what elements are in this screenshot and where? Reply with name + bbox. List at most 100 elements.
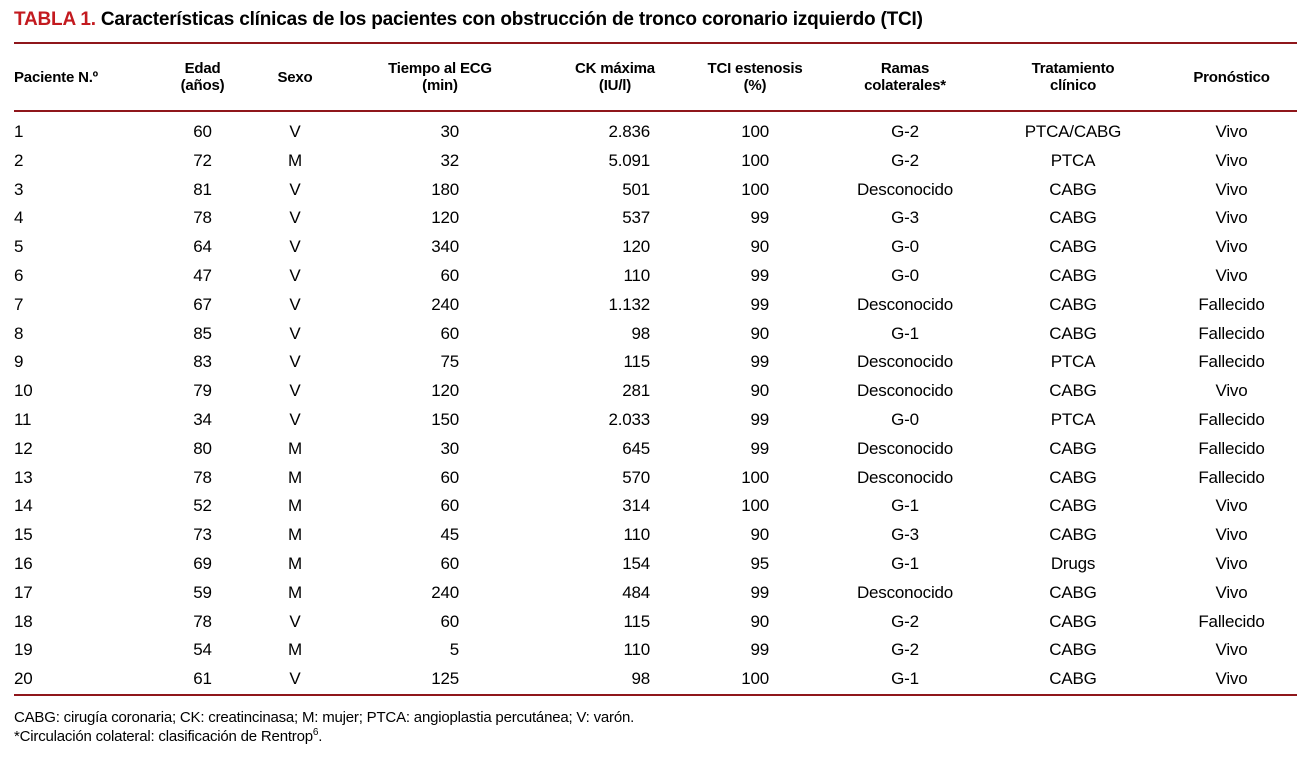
cell-ck-maxima: 110 [550, 636, 680, 665]
cell-tratamiento: CABG [1049, 323, 1097, 343]
cell-tiempo-ecg-value: 60 [440, 496, 459, 516]
cell-sexo: V [289, 352, 301, 372]
cell-sexo: M [288, 640, 302, 660]
cell-sexo: M [288, 496, 302, 516]
cell-tci-estenosis: 100 [680, 464, 830, 493]
cell-tiempo-ecg: 180 [330, 176, 550, 205]
cell-tci-estenosis-value: 99 [750, 409, 769, 429]
cell-ck-maxima: 537 [550, 204, 680, 233]
table-number-label: TABLA 1. [14, 9, 96, 30]
cell-sexo: M [288, 582, 302, 602]
table-body: 1 60 V 30 2.836 100 G-2 PTCA/CABG Vivo 2… [14, 111, 1297, 701]
cell-sexo: V [289, 409, 301, 429]
cell-ck-maxima: 110 [550, 262, 680, 291]
header-line: Tratamiento [1031, 60, 1115, 77]
cell-tiempo-ecg: 45 [330, 521, 550, 550]
cell-tratamiento: CABG [1049, 294, 1097, 314]
cell-ck-maxima-value: 154 [622, 553, 650, 573]
cell-ramas-colaterales: G-0 [891, 409, 919, 429]
cell-edad: 69 [193, 553, 212, 573]
table-row: 18 78 V 60 115 90 G-2 CABG Fallecido [14, 608, 1297, 637]
cell-tratamiento: PTCA/CABG [1024, 122, 1122, 141]
cell-tratamiento: CABG [1049, 381, 1097, 401]
cell-tci-estenosis-value: 90 [750, 525, 769, 545]
cell-ramas-colaterales: G-3 [891, 208, 919, 228]
cell-ck-maxima-value: 537 [622, 208, 650, 228]
cell-tiempo-ecg: 60 [330, 262, 550, 291]
cell-tiempo-ecg: 30 [330, 435, 550, 464]
cell-ck-maxima: 120 [550, 233, 680, 262]
cell-tci-estenosis: 99 [680, 204, 830, 233]
column-header-ck-maxima: CK máxima (IU/l) [550, 43, 680, 112]
cell-paciente: 8 [14, 323, 24, 343]
column-header-sexo: Sexo [260, 43, 330, 112]
cell-pronostico: Vivo [1215, 179, 1248, 199]
cell-paciente: 10 [14, 381, 33, 401]
cell-tratamiento: CABG [980, 665, 1166, 696]
cell-tiempo-ecg-value: 120 [431, 208, 459, 228]
cell-ck-maxima: 645 [550, 435, 680, 464]
cell-tci-estenosis-value: 95 [750, 553, 769, 573]
header-line: TCI estenosis [707, 60, 803, 77]
cell-tci-estenosis-value: 99 [750, 582, 769, 602]
cell-ck-maxima: 570 [550, 464, 680, 493]
footnote-collateral-text: *Circulación colateral: clasificación de… [14, 728, 313, 746]
cell-tci-estenosis: 100 [680, 665, 830, 696]
table-header: Paciente N.º Edad (años) Sexo Tiempo al … [14, 43, 1297, 112]
cell-tci-estenosis: 90 [680, 521, 830, 550]
cell-tiempo-ecg-value: 60 [440, 323, 459, 343]
cell-edad: 47 [193, 265, 212, 285]
cell-ramas-colaterales: Desconocido [856, 467, 954, 487]
cell-ck-maxima: 110 [550, 521, 680, 550]
cell-tiempo-ecg-value: 60 [440, 611, 459, 631]
cell-edad: 64 [193, 237, 212, 257]
cell-ck-maxima-value: 98 [631, 669, 650, 689]
cell-edad: 78 [193, 467, 212, 487]
cell-tratamiento: CABG [1049, 179, 1097, 199]
cell-tci-estenosis: 90 [680, 608, 830, 637]
table-row: 4 78 V 120 537 99 G-3 CABG Vivo [14, 204, 1297, 233]
cell-tci-estenosis-value: 90 [750, 323, 769, 343]
cell-ck-maxima-value: 120 [622, 237, 650, 257]
cell-tci-estenosis-value: 90 [750, 237, 769, 257]
cell-paciente: 20 [14, 665, 145, 696]
cell-tratamiento: CABG [1049, 640, 1097, 660]
cell-ramas-colaterales: G-1 [891, 496, 919, 516]
cell-ramas-colaterales: G-1 [830, 665, 980, 696]
cell-tiempo-ecg-value: 60 [440, 553, 459, 573]
cell-pronostico: Vivo [1215, 525, 1248, 545]
cell-ck-maxima: 98 [550, 320, 680, 349]
cell-ramas-colaterales: G-3 [891, 525, 919, 545]
cell-pronostico: Fallecido [1198, 352, 1265, 372]
table-row: 6 47 V 60 110 99 G-0 CABG Vivo [14, 262, 1297, 291]
cell-pronostico: Vivo [1215, 381, 1248, 401]
cell-tratamiento: PTCA [1050, 150, 1096, 170]
cell-edad: 80 [193, 438, 212, 458]
cell-ck-maxima-value: 2.836 [608, 122, 650, 141]
cell-ck-maxima-value: 2.033 [608, 409, 650, 429]
cell-ck-maxima-value: 570 [622, 467, 650, 487]
cell-tci-estenosis: 100 [680, 176, 830, 205]
cell-ramas-colaterales: G-2 [891, 150, 919, 170]
cell-tiempo-ecg: 60 [330, 464, 550, 493]
cell-edad: 72 [193, 150, 212, 170]
cell-edad: 34 [193, 409, 212, 429]
cell-pronostico: Vivo [1215, 582, 1248, 602]
table-row: 19 54 M 5 110 99 G-2 CABG Vivo [14, 636, 1297, 665]
table-row: 9 83 V 75 115 99 Desconocido PTCA Fallec… [14, 348, 1297, 377]
cell-sexo: M [288, 553, 302, 573]
cell-tci-estenosis-value: 100 [741, 467, 769, 487]
cell-tci-estenosis-value: 99 [750, 265, 769, 285]
cell-tiempo-ecg-value: 75 [440, 352, 459, 372]
cell-ramas-colaterales: Desconocido [856, 438, 954, 458]
cell-tratamiento: CABG [1049, 265, 1097, 285]
cell-paciente: 4 [14, 208, 24, 228]
cell-tci-estenosis: 99 [680, 406, 830, 435]
table-row: 16 69 M 60 154 95 G-1 Drugs Vivo [14, 550, 1297, 579]
table-row: 12 80 M 30 645 99 Desconocido CABG Falle… [14, 435, 1297, 464]
cell-pronostico: Fallecido [1198, 611, 1265, 631]
cell-tci-estenosis: 100 [680, 492, 830, 521]
cell-ramas-colaterales: Desconocido [856, 582, 954, 602]
cell-ramas-colaterales: G-2 [891, 611, 919, 631]
header-line: (años) [180, 77, 225, 94]
